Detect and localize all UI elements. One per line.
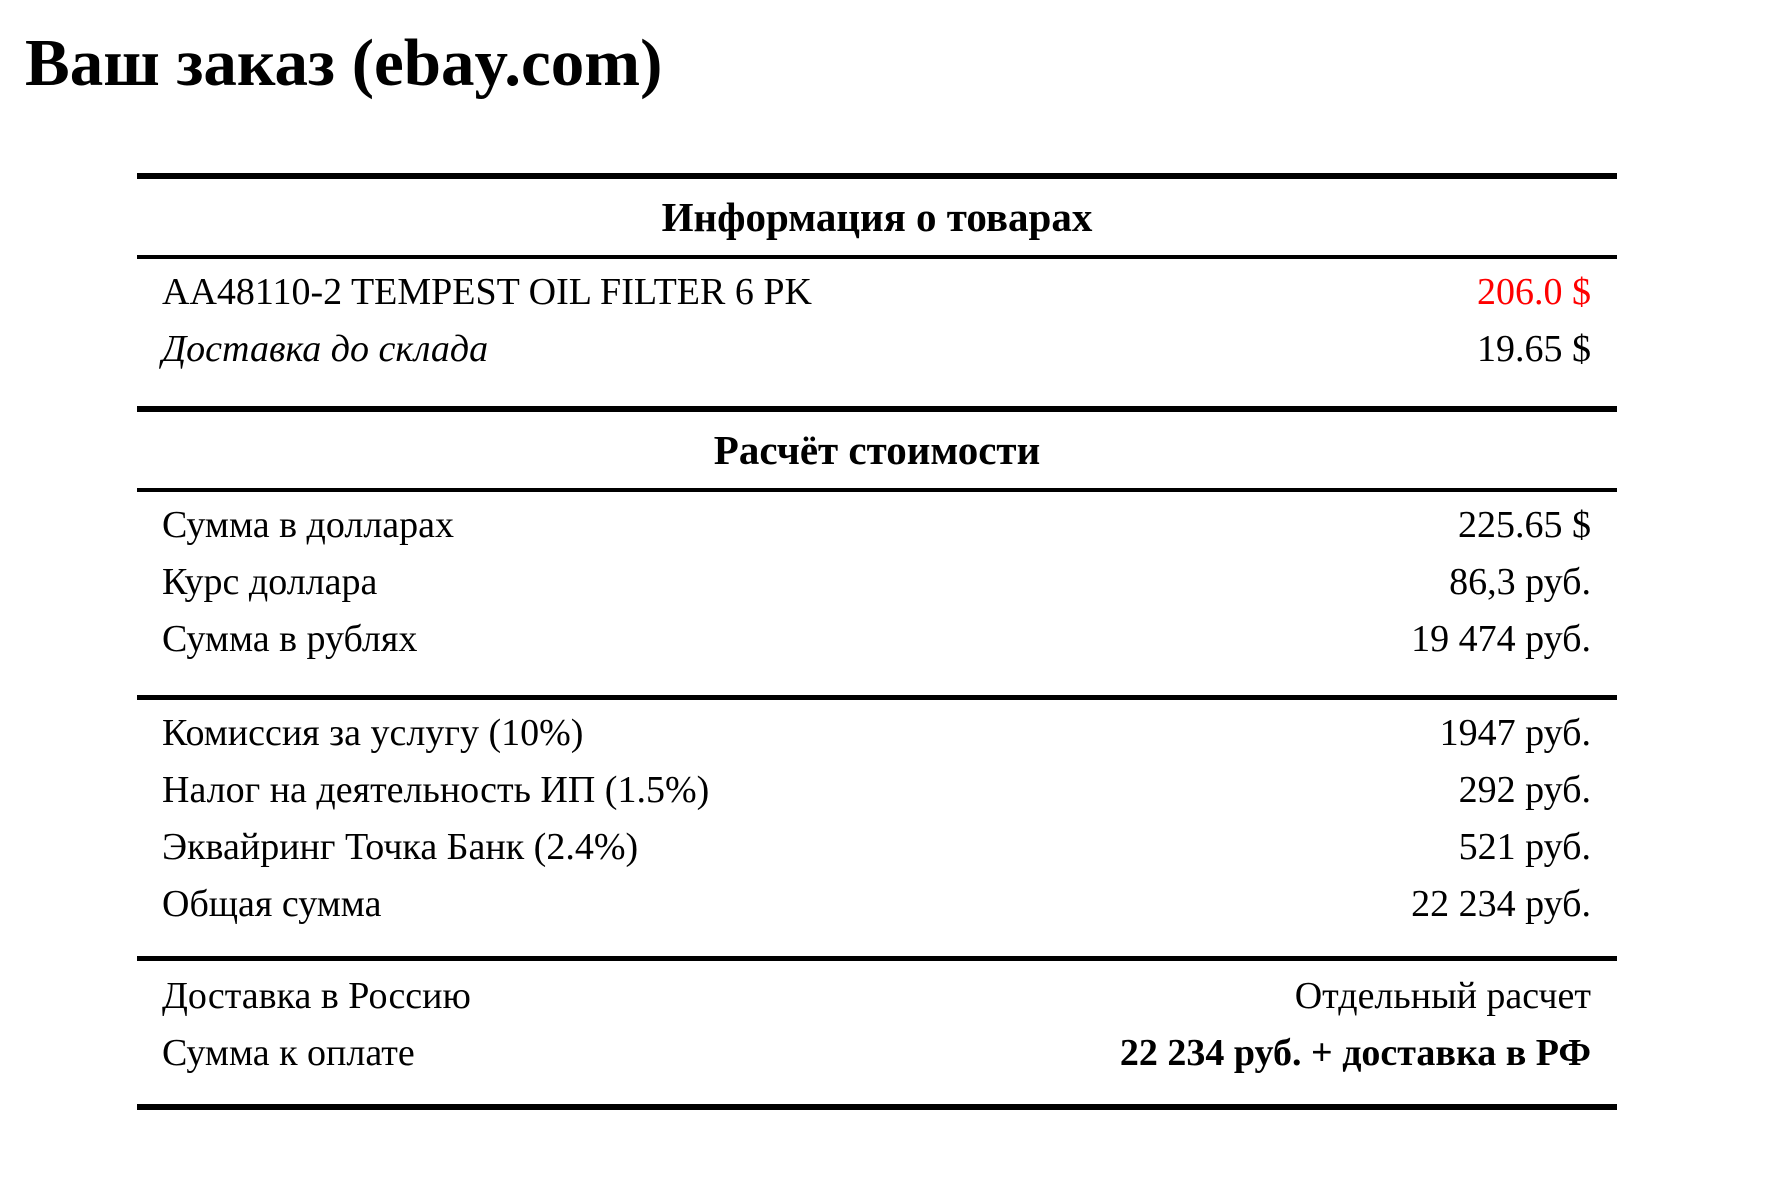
row-usd-rate: Курс доллара 86,3 руб. [137, 553, 1617, 610]
row-amount-due: Сумма к оплате 22 234 руб. + доставка в … [137, 1024, 1617, 1081]
total-rows: Доставка в Россию Отдельный расчет Сумма… [137, 961, 1617, 1104]
item-price-value: 206.0 $ [1477, 270, 1591, 313]
usd-rate-value: 86,3 руб. [1449, 560, 1591, 603]
row-acquiring: Эквайринг Точка Банк (2.4%) 521 руб. [137, 818, 1617, 875]
sum-usd-value: 225.65 $ [1458, 503, 1591, 546]
grand-total-value: 22 234 руб. [1411, 882, 1591, 925]
amount-due-label: Сумма к оплате [162, 1031, 415, 1074]
subtotal-rows: Сумма в долларах 225.65 $ Курс доллара 8… [137, 492, 1617, 695]
fees-rows: Комиссия за услугу (10%) 1947 руб. Налог… [137, 700, 1617, 956]
acquiring-value: 521 руб. [1458, 825, 1591, 868]
rule-above-fees [137, 695, 1617, 700]
page-title: Ваш заказ (ebay.com) [25, 26, 663, 100]
table-top-rule [137, 173, 1617, 179]
item-title: AA48110-2 TEMPEST OIL FILTER 6 PK [162, 270, 812, 313]
sum-rub-value: 19 474 руб. [1411, 617, 1591, 660]
section-header-cost-calc: Расчёт стоимости [713, 427, 1041, 473]
delivery-russia-label: Доставка в Россию [162, 974, 471, 1017]
usd-rate-label: Курс доллара [162, 560, 378, 603]
service-fee-value: 1947 руб. [1439, 711, 1591, 754]
section-header-goods-info: Информация о товарах [661, 194, 1093, 240]
row-delivery-russia: Доставка в Россию Отдельный расчет [137, 967, 1617, 1024]
table-bottom-rule [137, 1104, 1617, 1110]
sum-usd-label: Сумма в долларах [162, 503, 455, 546]
rule-below-goods-header [137, 255, 1617, 259]
sum-rub-label: Сумма в рублях [162, 617, 418, 660]
amount-due-value: 22 234 руб. + доставка в РФ [1119, 1031, 1591, 1074]
row-shipping-to-warehouse: Доставка до склада 19.65 $ [137, 320, 1617, 377]
tax-value: 292 руб. [1458, 768, 1591, 811]
row-sum-usd: Сумма в долларах 225.65 $ [137, 496, 1617, 553]
row-sum-rub: Сумма в рублях 19 474 руб. [137, 610, 1617, 667]
row-tax: Налог на деятельность ИП (1.5%) 292 руб. [137, 761, 1617, 818]
goods-rows: AA48110-2 TEMPEST OIL FILTER 6 PK 206.0 … [137, 259, 1617, 406]
rule-above-total [137, 956, 1617, 961]
row-grand-total: Общая сумма 22 234 руб. [137, 875, 1617, 932]
tax-label: Налог на деятельность ИП (1.5%) [162, 768, 710, 811]
service-fee-label: Комиссия за услугу (10%) [162, 711, 584, 754]
acquiring-label: Эквайринг Точка Банк (2.4%) [162, 825, 639, 868]
delivery-russia-value: Отдельный расчет [1294, 974, 1591, 1017]
grand-total-label: Общая сумма [162, 882, 382, 925]
row-service-fee: Комиссия за услугу (10%) 1947 руб. [137, 704, 1617, 761]
row-item-price: AA48110-2 TEMPEST OIL FILTER 6 PK 206.0 … [137, 263, 1617, 320]
shipping-to-warehouse-label: Доставка до склада [162, 327, 489, 370]
rule-below-calc-header [137, 488, 1617, 492]
rule-above-calc-header [137, 406, 1617, 412]
order-table: Информация о товарах AA48110-2 TEMPEST O… [137, 173, 1617, 1110]
shipping-to-warehouse-value: 19.65 $ [1477, 327, 1591, 370]
